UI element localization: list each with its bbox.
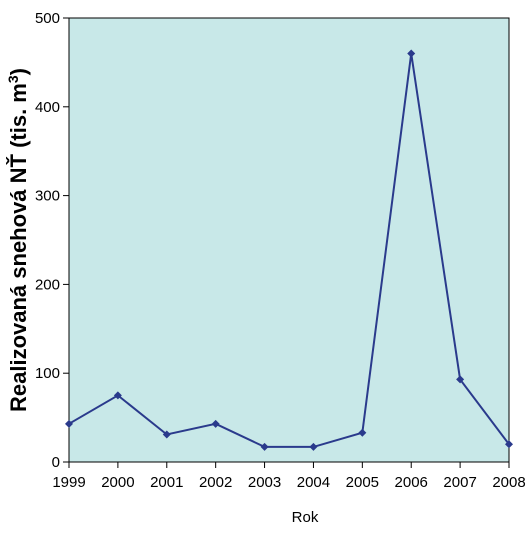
data-point-marker <box>309 442 318 451</box>
x-axis-label: Rok <box>292 509 319 526</box>
y-axis-label: Realizovaná snehová NŤ (tis. m3) <box>5 68 31 412</box>
x-tick-label: 2005 <box>346 474 379 491</box>
data-points <box>65 49 513 451</box>
x-tick-label: 2006 <box>395 474 428 491</box>
y-tick-label: 100 <box>35 365 60 382</box>
data-point-marker <box>407 49 416 58</box>
x-tick-label: 2003 <box>248 474 281 491</box>
x-tick-label: 2004 <box>297 474 330 491</box>
y-axis-label-close: ) <box>6 68 31 75</box>
x-tick-label: 2007 <box>443 474 476 491</box>
data-point-marker <box>113 391 122 400</box>
x-ticks: 1999 2000 2001 2002 2003 2004 2005 2006 2007 2008 <box>52 462 526 491</box>
data-point-marker <box>211 419 220 428</box>
y-tick-label: 0 <box>52 454 60 471</box>
y-axis-label-superscript: 3 <box>5 75 21 83</box>
series-line <box>68 53 510 448</box>
x-tick-label: 2008 <box>492 474 525 491</box>
data-point-marker <box>65 419 73 428</box>
data-point-marker <box>358 428 367 437</box>
y-tick-label: 400 <box>35 99 60 116</box>
data-point-marker <box>505 440 513 449</box>
plot-area <box>68 17 510 463</box>
y-tick-label: 300 <box>35 188 60 205</box>
y-axis-label-main: Realizovaná snehová NŤ (tis. m <box>6 83 31 412</box>
x-tick-label: 2000 <box>101 474 134 491</box>
data-point-marker <box>456 375 465 384</box>
y-tick-label: 500 <box>35 10 60 27</box>
x-tick-label: 2001 <box>150 474 183 491</box>
data-point-marker <box>162 430 171 439</box>
x-tick-label: 1999 <box>52 474 85 491</box>
x-tick-label: 2002 <box>199 474 232 491</box>
data-point-marker <box>260 442 269 451</box>
y-ticks: 0 100 200 300 400 500 <box>35 10 69 471</box>
y-tick-label: 200 <box>35 276 60 293</box>
